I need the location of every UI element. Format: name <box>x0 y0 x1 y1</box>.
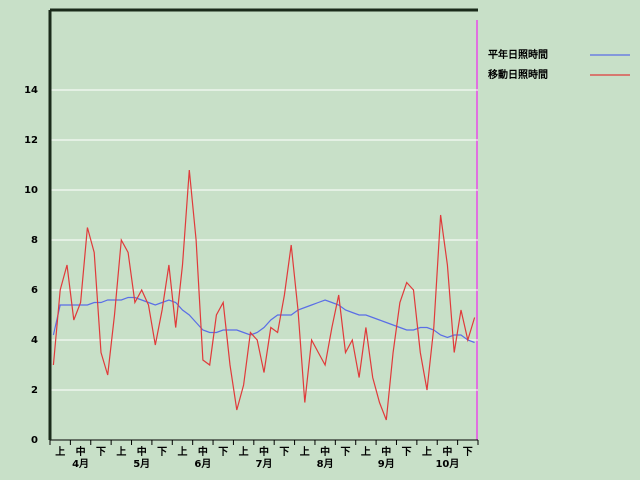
x-tick-label: 上 <box>300 445 310 458</box>
month-label: 5月 <box>133 458 150 470</box>
x-tick-label: 中 <box>198 445 208 458</box>
x-tick-label: 中 <box>137 445 147 458</box>
x-tick-label: 下 <box>96 446 106 458</box>
month-label: 6月 <box>194 458 211 470</box>
x-tick-label: 中 <box>76 445 86 458</box>
x-tick-label: 中 <box>259 445 269 458</box>
month-label: 7月 <box>256 458 273 470</box>
x-tick-label: 下 <box>402 446 412 458</box>
y-tick-label: 12 <box>24 135 38 146</box>
x-tick-label: 上 <box>239 445 249 458</box>
month-label: 8月 <box>317 458 334 470</box>
legend-label: 平年日照時間 <box>488 48 548 61</box>
x-tick-label: 中 <box>381 445 391 458</box>
x-tick-label: 上 <box>177 445 187 458</box>
y-tick-label: 6 <box>31 285 38 296</box>
series-line <box>52 296 475 344</box>
month-label: 10月 <box>435 458 459 470</box>
series-line <box>52 169 476 421</box>
y-tick-label: 2 <box>31 385 38 396</box>
y-tick-label: 14 <box>24 85 38 96</box>
x-tick-label: 中 <box>442 445 452 458</box>
x-tick-label: 下 <box>157 446 167 458</box>
x-tick-label: 上 <box>55 445 65 458</box>
x-tick-label: 中 <box>320 445 330 458</box>
y-tick-label: 0 <box>31 435 38 446</box>
y-tick-label: 10 <box>24 185 38 196</box>
x-tick-label: 上 <box>361 445 371 458</box>
x-tick-label: 上 <box>116 445 126 458</box>
y-tick-label: 8 <box>31 235 38 246</box>
x-tick-label: 下 <box>279 446 289 458</box>
month-label: 9月 <box>378 458 395 470</box>
month-label: 4月 <box>72 458 89 470</box>
x-tick-label: 上 <box>422 445 432 458</box>
x-tick-label: 下 <box>341 446 351 458</box>
legend-label: 移動日照時間 <box>488 68 548 81</box>
x-tick-label: 下 <box>463 446 473 458</box>
x-tick-label: 下 <box>218 446 228 458</box>
y-tick-label: 4 <box>31 335 38 346</box>
